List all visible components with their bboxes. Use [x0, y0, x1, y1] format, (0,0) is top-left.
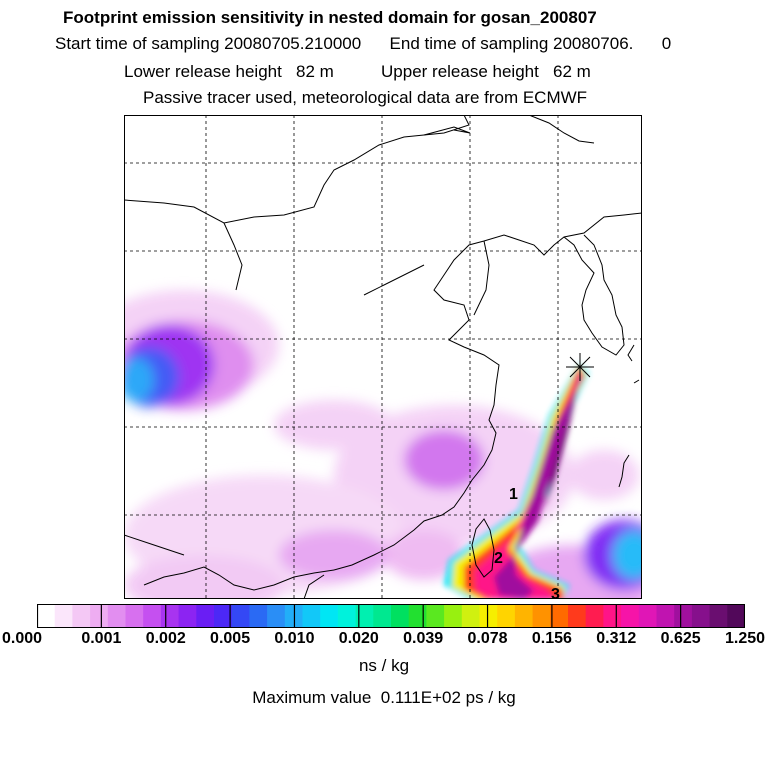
colorbar [37, 604, 745, 628]
colorbar-cell [691, 604, 711, 628]
colorbar-cell [125, 604, 144, 628]
plume-marker-3: 3 [551, 586, 560, 599]
colorbar-cell [72, 604, 91, 628]
colorbar-cell [107, 604, 126, 628]
colorbar-cell [337, 604, 357, 628]
maximum-value-label: Maximum value 0.111E+02 ps / kg [252, 688, 516, 707]
colorbar-tick-label: 0.010 [274, 630, 315, 647]
colorbar-cell [532, 604, 551, 628]
colorbar-cell [568, 604, 587, 628]
colorbar-cell [603, 604, 622, 628]
colorbar-cell [302, 604, 321, 628]
colorbar-border [37, 604, 745, 628]
colorbar-cell [267, 604, 286, 628]
map-panel: 1 2 3 [124, 115, 642, 599]
colorbar-cell [373, 604, 392, 628]
colorbar-cell [709, 604, 728, 628]
colorbar-cell [143, 604, 162, 628]
colorbar-cell [214, 604, 233, 628]
tracer-info-line: Passive tracer used, meteorological data… [143, 88, 588, 107]
plot-title: Footprint emission sensitivity in nested… [63, 8, 597, 27]
colorbar-cell [231, 604, 250, 628]
release-height-line: Lower release height 82 m Upper release … [124, 62, 591, 81]
plume-marker-1: 1 [509, 486, 518, 503]
plume [444, 363, 589, 599]
colorbar-cell [160, 604, 180, 628]
colorbar-cell [408, 604, 427, 628]
colorbar-cell [621, 604, 640, 628]
colorbar-cell [727, 604, 745, 628]
colorbar-cell [550, 604, 569, 628]
colorbar-cell [54, 604, 73, 628]
colorbar-tick-label: 1.250 [724, 630, 766, 647]
colorbar-tick-label: 0.156 [531, 630, 572, 647]
colorbar-tick-label: 0.625 [660, 630, 701, 647]
colorbar-cell [196, 604, 215, 628]
colorbar-tick-label: 0.002 [145, 630, 186, 647]
colorbar-tick-label: 0.001 [81, 630, 122, 647]
lat-lon-grid [124, 115, 642, 599]
colorbar-cell [90, 604, 109, 628]
colorbar-cell [514, 604, 534, 628]
sampling-time-line: Start time of sampling 20080705.210000 E… [55, 34, 672, 53]
station-star-marker [566, 353, 594, 381]
colorbar-tick-label: 0.039 [403, 630, 444, 647]
colorbar-cell [656, 604, 675, 628]
colorbar-unit-label: ns / kg [358, 656, 410, 675]
colorbar-cell [461, 604, 480, 628]
colorbar-tick-label: 0.312 [596, 630, 637, 647]
colorbar-tick-label: 0.078 [467, 630, 508, 647]
colorbar-cell [444, 604, 463, 628]
colorbar-cell [355, 604, 374, 628]
colorbar-cell [585, 604, 604, 628]
plume-marker-2: 2 [494, 550, 503, 567]
colorbar-cell [479, 604, 498, 628]
coastlines [124, 115, 642, 599]
colorbar-cell [37, 604, 56, 628]
colorbar-cell [426, 604, 445, 628]
colorbar-tick-label: 0.005 [210, 630, 251, 647]
colorbar-cell [178, 604, 197, 628]
colorbar-tick-label: 0.020 [338, 630, 379, 647]
colorbar-cell [497, 604, 516, 628]
colorbar-cell [638, 604, 657, 628]
colorbar-cell [249, 604, 268, 628]
colorbar-cell [320, 604, 339, 628]
colorbar-cell [391, 604, 410, 628]
colorbar-cell [674, 604, 693, 628]
colorbar-tick-label: 0.000 [1, 630, 43, 647]
